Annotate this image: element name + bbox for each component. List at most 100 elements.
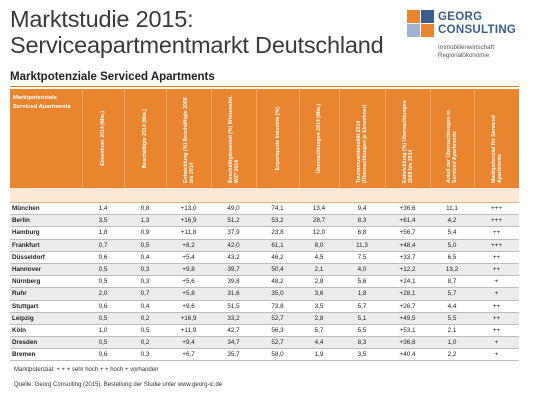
value-cell: +8,2 (166, 239, 211, 252)
value-cell: 48,2 (256, 275, 299, 289)
value-cell: +++ (474, 202, 519, 216)
value-cell: 4,2 (430, 214, 474, 228)
value-cell: 0,3 (124, 348, 166, 362)
spacer-cell (299, 188, 339, 203)
value-cell: 0,5 (82, 263, 124, 277)
column-header: Tourismusintensität 2014 (Übernachtungen… (339, 89, 386, 188)
row-header-line-1: Marktpotenziale (13, 95, 57, 101)
value-cell: 0,2 (124, 312, 166, 325)
value-cell: 4,4 (430, 300, 474, 313)
value-cell: 2,8 (299, 275, 339, 289)
logo-square-orange-2-icon (421, 24, 434, 37)
value-cell: 12,0 (299, 226, 339, 240)
value-cell: +36,6 (385, 202, 430, 216)
city-cell: Düsseldorf (10, 251, 82, 264)
value-cell: 8,3 (339, 214, 385, 228)
value-cell: 0,5 (82, 336, 124, 350)
value-cell: 0,3 (124, 263, 166, 277)
value-cell: +53,1 (385, 324, 430, 338)
column-header: Entwicklung (%) Beschäftigte 2008 bis 20… (166, 89, 212, 188)
value-cell: 0,4 (124, 251, 166, 264)
orange-divider (10, 86, 519, 87)
city-cell: Hamburg (10, 226, 82, 240)
logo-tagline: Immobilienwirtschaft Regionalökonomie (438, 44, 494, 60)
spacer-cell (474, 188, 519, 203)
value-cell: +33,7 (385, 251, 430, 264)
value-cell: 4,5 (299, 251, 339, 264)
value-cell: 0,3 (124, 275, 166, 289)
value-cell: 4,4 (299, 336, 339, 350)
city-cell: München (10, 202, 82, 216)
value-cell: 2,0 (82, 287, 124, 301)
value-cell: 5,5 (339, 324, 385, 338)
value-cell: 56,3 (256, 324, 299, 338)
value-cell: 4,0 (339, 263, 385, 277)
value-cell: 8,7 (430, 275, 474, 289)
value-cell: 5,6 (339, 275, 385, 289)
value-cell: 5,0 (430, 239, 474, 252)
value-cell: 3,5 (339, 348, 385, 362)
value-cell: 1,0 (430, 336, 474, 350)
value-cell: 61,1 (256, 239, 299, 252)
value-cell: +61,4 (385, 214, 430, 228)
column-header-label: Entwicklung (%) Übernachtungen 2008 bis … (401, 99, 414, 183)
city-cell: Dresden (10, 336, 82, 350)
value-cell: 2,1 (430, 324, 474, 338)
value-cell: 13,4 (299, 202, 339, 216)
value-cell: 8,3 (339, 336, 385, 350)
column-header-label: Einwohner 2014 (Mio.) (100, 111, 106, 166)
value-cell: 33,2 (211, 312, 256, 325)
logo-tag-line-2: Regionalökonomie (438, 52, 490, 59)
value-cell: 73,8 (256, 300, 299, 313)
value-cell: 5,7 (299, 324, 339, 338)
table-row: Stuttgart 0,6 0,4 +9,6 51,5 73,8 3,5 5,7 +26,7 4,… (10, 300, 519, 313)
value-cell: +9,8 (166, 263, 211, 277)
column-header: Übernachtungen 2014 (Mio.) (299, 89, 340, 188)
value-cell: 35,7 (211, 348, 256, 362)
value-cell: 0,6 (82, 348, 124, 362)
column-header: Anteil der Übernachtungen in Serviced Ap… (430, 89, 475, 188)
value-cell: +40,4 (385, 348, 430, 362)
value-cell: 11,1 (430, 202, 474, 216)
city-cell: Berlin (10, 214, 82, 228)
table-row: Nürnberg 0,5 0,3 +5,6 39,8 48,2 2,8 5,6 +24,1 8,7… (10, 275, 519, 289)
city-cell: Stuttgart (10, 300, 82, 313)
column-header-label: Übernachtungen 2014 (Mio.) (316, 103, 322, 174)
table-row: Frankfurt 0,7 0,5 +8,2 42,0 61,1 8,0 11,3 +48,4 5… (10, 239, 519, 252)
value-cell: 53,2 (256, 214, 299, 228)
value-cell: +36,8 (385, 336, 430, 350)
value-cell: ++ (474, 312, 519, 325)
value-cell: +49,5 (385, 312, 430, 325)
value-cell: +13,0 (166, 202, 211, 216)
table-row: München 1,4 0,8 +13,0 49,0 74,1 13,4 9,4 +36,6 11… (10, 202, 519, 216)
spacer-cell (211, 188, 256, 203)
value-cell: 2,2 (430, 348, 474, 362)
value-cell: 0,5 (124, 239, 166, 252)
logo-square-lightblue-icon (407, 24, 420, 37)
value-cell: +26,7 (385, 300, 430, 313)
value-cell: 0,9 (124, 226, 166, 240)
value-cell: 74,1 (256, 202, 299, 216)
value-cell: ++ (474, 324, 519, 338)
value-cell: 1,8 (339, 287, 385, 301)
value-cell: 0,2 (124, 336, 166, 350)
value-cell: 3,5 (299, 300, 339, 313)
value-cell: 42,7 (211, 324, 256, 338)
value-cell: +9,6 (166, 300, 211, 313)
logo-tag-line-1: Immobilienwirtschaft (438, 44, 495, 51)
value-cell: ++ (474, 300, 519, 313)
value-cell: 52,7 (256, 336, 299, 350)
value-cell: ++ (474, 251, 519, 264)
value-cell: + (474, 287, 519, 301)
table-row: Bremen 0,6 0,3 +6,7 35,7 58,0 1,9 3,5 +40,4 2,2 + (10, 348, 519, 362)
value-cell: 0,4 (124, 300, 166, 313)
value-cell: 52,7 (256, 312, 299, 325)
column-header: Beschäftigtenanteil (%) Wissensint. WZ* … (211, 89, 257, 188)
value-cell: +56,7 (385, 226, 430, 240)
value-cell: 11,3 (339, 239, 385, 252)
table-row: Dresden 0,5 0,2 +9,4 34,7 52,7 4,4 8,3 +36,8 1,0 + (10, 336, 519, 350)
column-header-label: Exportquote Industrie (%) (274, 106, 281, 171)
column-header: Beschäftigte 2014 (Mio.) (124, 89, 167, 188)
value-cell: +16,9 (166, 214, 211, 228)
column-header-label: Marktpotenzial für Serviced Apartments (490, 114, 503, 183)
